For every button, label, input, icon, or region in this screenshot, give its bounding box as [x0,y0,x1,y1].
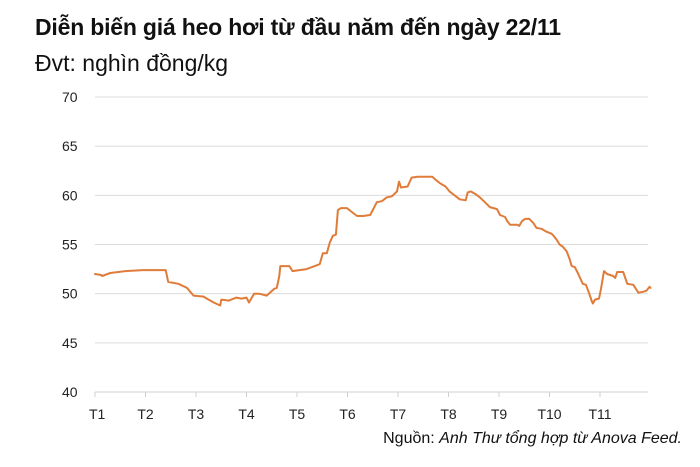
y-tick-label: 55 [62,237,78,253]
price-line [94,175,652,307]
x-tick-label: T10 [537,406,561,422]
x-tick-label: T1 [89,406,106,422]
source-note: Nguồn: Anh Thư tổng hợp từ Anova Feed. [383,430,682,448]
x-tick-label: T2 [137,406,154,422]
x-tick-label: T11 [588,406,611,422]
y-tick-label: 45 [62,335,78,351]
x-tick-label: T8 [440,406,457,422]
x-tick-label: T3 [188,406,205,422]
chart-title: Diễn biến giá heo hơi từ đầu năm đến ngà… [35,14,561,40]
y-tick-label: 60 [62,187,78,203]
chart-unit-label: Đvt: nghìn đồng/kg [35,50,229,76]
y-tick-label: 40 [62,384,78,400]
y-tick-label: 65 [62,138,78,154]
source-text: Anh Thư tổng hợp từ Anova Feed. [439,430,682,447]
y-tick-label: 50 [62,286,78,302]
x-tick-label: T5 [289,406,306,422]
x-axis: T1 T2 T3 T4 T5 T6 T7 T8 T9 T10 T11 [89,392,612,422]
x-tick-label: T4 [238,406,255,422]
x-tick-label: T7 [390,406,407,422]
x-tick-label: T9 [491,406,508,422]
source-prefix: Nguồn: [383,430,440,447]
gridlines [95,96,648,393]
x-tick-label: T6 [339,406,356,422]
y-tick-label: 70 [62,89,78,105]
y-axis-ticks: 40 45 50 55 60 65 70 [62,89,78,400]
